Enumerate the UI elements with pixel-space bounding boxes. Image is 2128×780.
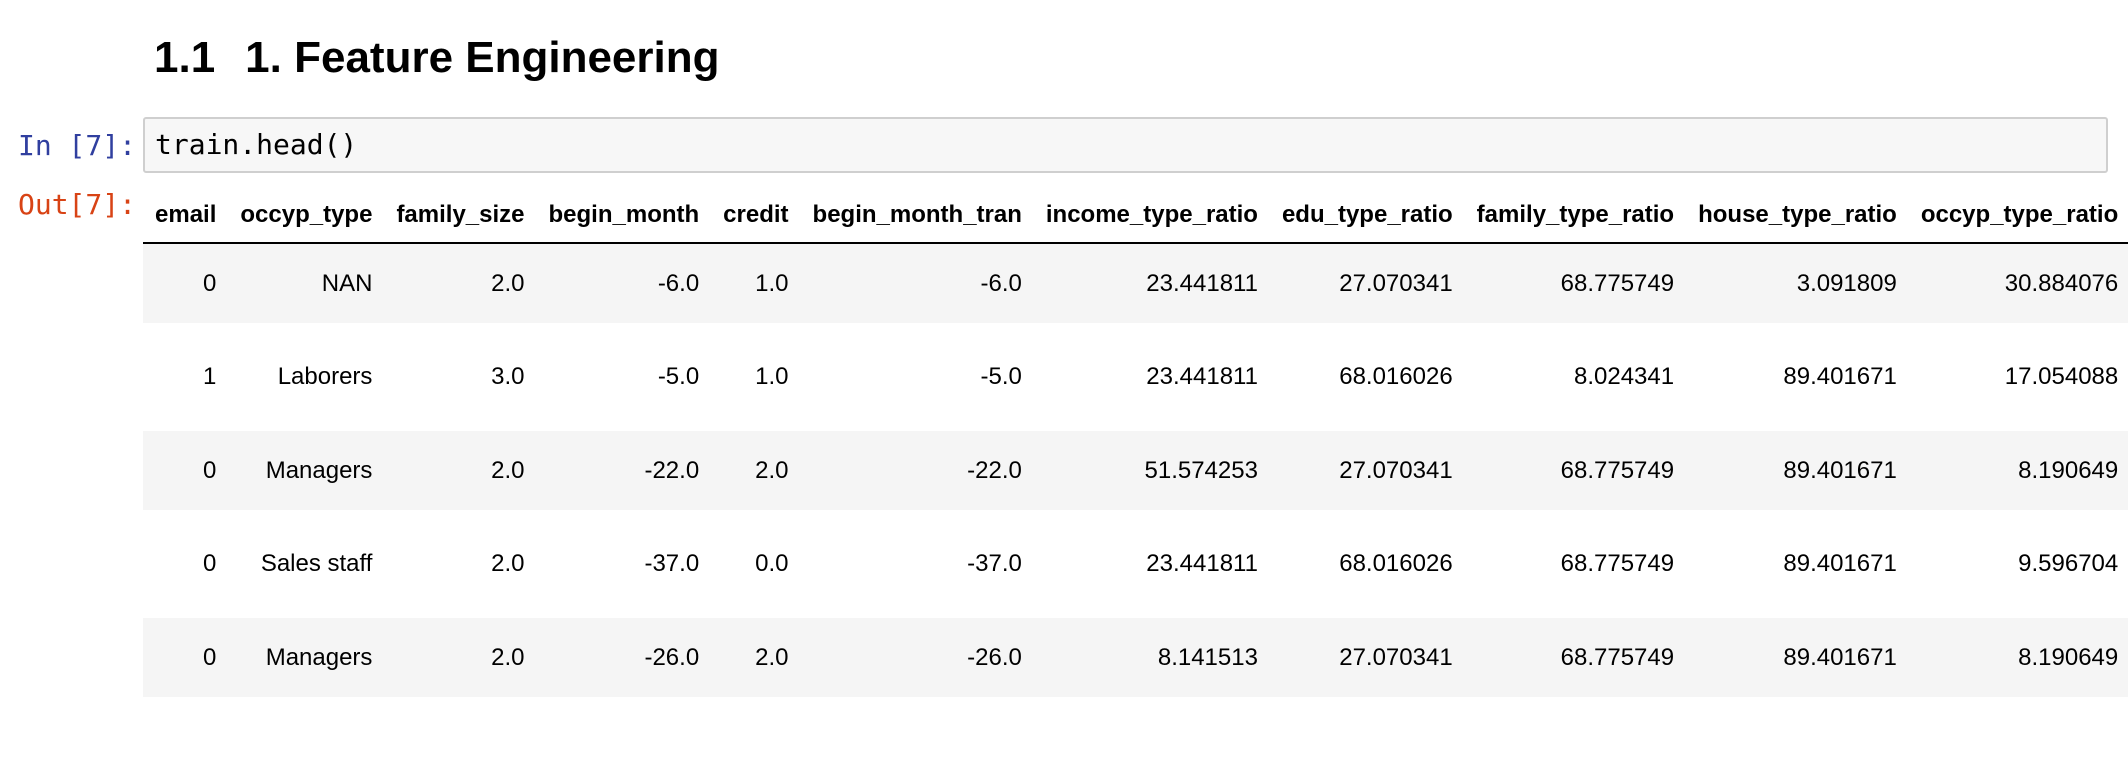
table-cell: 68.775749: [1464, 431, 1687, 510]
table-cell: -26.0: [536, 618, 712, 697]
table-cell: 17.054088: [2004, 363, 2119, 390]
table-cell: 68.016026: [1339, 550, 1453, 577]
column-header-credit: credit: [711, 187, 801, 244]
table-header-row: email occyp_type family_size begin_month cre…: [143, 187, 2128, 244]
table-cell: 51.574253: [1033, 431, 1270, 510]
column-header-occyp-type-ratio: occyp_type_ratio: [1908, 187, 2128, 244]
table-cell: -5.0: [657, 363, 700, 390]
section-title: 1. Feature Engineering: [245, 33, 720, 82]
table-cell: 89.401671: [1783, 550, 1897, 577]
table-cell: -5.0: [980, 363, 1022, 390]
table-cell: 8.190649: [1908, 618, 2128, 697]
table-cell: 0.0: [755, 550, 789, 577]
table-cell: 68.775749: [1560, 550, 1675, 577]
table-cell: -22.0: [536, 431, 712, 510]
table-cell: 9.596704: [2018, 550, 2119, 577]
table-cell: -26.0: [800, 618, 1034, 697]
column-header-begin-month: begin_month: [536, 187, 712, 244]
section-heading: 1.1 1. Feature Engineering: [154, 30, 720, 86]
table-cell: 1: [203, 363, 217, 390]
table-cell: -22.0: [800, 431, 1034, 510]
table-cell: Managers: [228, 618, 385, 697]
column-header-email: email: [143, 187, 229, 244]
table-cell: 1.0: [755, 363, 789, 390]
table-cell: Sales staff: [260, 550, 373, 577]
section-number: 1.1: [154, 33, 216, 82]
table-cell: NAN: [228, 243, 385, 323]
table-cell: 8.141513: [1033, 618, 1270, 697]
table-cell: 89.401671: [1686, 618, 1909, 697]
column-header-family-size: family_size: [384, 187, 537, 244]
table-cell: 68.775749: [1464, 618, 1687, 697]
table-cell: -37.0: [967, 550, 1022, 577]
table-cell: 3.091809: [1686, 243, 1909, 323]
table-cell: 89.401671: [1686, 431, 1909, 510]
table-cell: 30.884076: [1908, 243, 2128, 323]
code-input-area[interactable]: train.head(): [143, 117, 2108, 173]
table-cell: 23.441811: [1033, 243, 1270, 323]
table-cell: 68.775749: [1464, 243, 1687, 323]
table-cell: 27.070341: [1269, 431, 1465, 510]
column-header-edu-type-ratio: edu_type_ratio: [1269, 187, 1465, 244]
table-cell: -6.0: [800, 243, 1034, 323]
table-cell: 2.0: [384, 243, 537, 323]
table-cell: 89.401671: [1783, 363, 1897, 390]
table-cell: Laborers: [277, 363, 373, 390]
table-cell: 27.070341: [1269, 618, 1465, 697]
table-cell: 3.0: [491, 363, 525, 390]
table-row: 1 Laborers 3.0 -5.0 1.0 -5.0 23.441811 68.01602…: [143, 323, 2128, 431]
table-cell: 0: [143, 431, 229, 510]
output-prompt: Out[7]:: [17, 188, 136, 221]
column-header-family-type-ratio: family_type_ratio: [1464, 187, 1687, 244]
table-cell: 0: [143, 618, 229, 697]
table-cell: 2.0: [491, 550, 525, 577]
table-cell: 2.0: [384, 431, 537, 510]
input-prompt: In [7]:: [17, 129, 136, 162]
column-header-income-type-ratio: income_type_ratio: [1033, 187, 1270, 244]
column-header-occyp-type: occyp_type: [228, 187, 385, 244]
table-cell: -6.0: [536, 243, 712, 323]
table-cell: -37.0: [644, 550, 700, 577]
table-row: 0 NAN 2.0 -6.0 1.0 -6.0 23.441811 27.070341 68.7…: [143, 243, 2128, 323]
table-cell: 2.0: [711, 431, 801, 510]
table-cell: 23.441811: [1146, 363, 1258, 390]
table-cell: 68.016026: [1339, 363, 1453, 390]
table-cell: Managers: [228, 431, 385, 510]
table-cell: 2.0: [384, 618, 537, 697]
table-cell: 0: [203, 550, 217, 577]
column-header-house-type-ratio: house_type_ratio: [1686, 187, 1909, 244]
dataframe-table: email occyp_type family_size begin_month cre…: [143, 187, 2128, 697]
table-cell: 0: [143, 243, 229, 323]
table-cell: 2.0: [711, 618, 801, 697]
table-row: 0 Managers 2.0 -22.0 2.0 -22.0 51.574253 27.070…: [143, 431, 2128, 510]
table-cell: 8.190649: [1908, 431, 2128, 510]
table-cell: 23.441811: [1146, 550, 1258, 577]
table-cell: 1.0: [711, 243, 801, 323]
column-header-begin-month-tran: begin_month_tran: [800, 187, 1034, 244]
table-row: 0 Sales staff 2.0 -37.0 0.0 -37.0 23.441811 68.…: [143, 510, 2128, 618]
table-cell: 27.070341: [1269, 243, 1465, 323]
table-row: 0 Managers 2.0 -26.0 2.0 -26.0 8.141513 27.0703…: [143, 618, 2128, 697]
table-cell: 8.024341: [1573, 363, 1675, 390]
